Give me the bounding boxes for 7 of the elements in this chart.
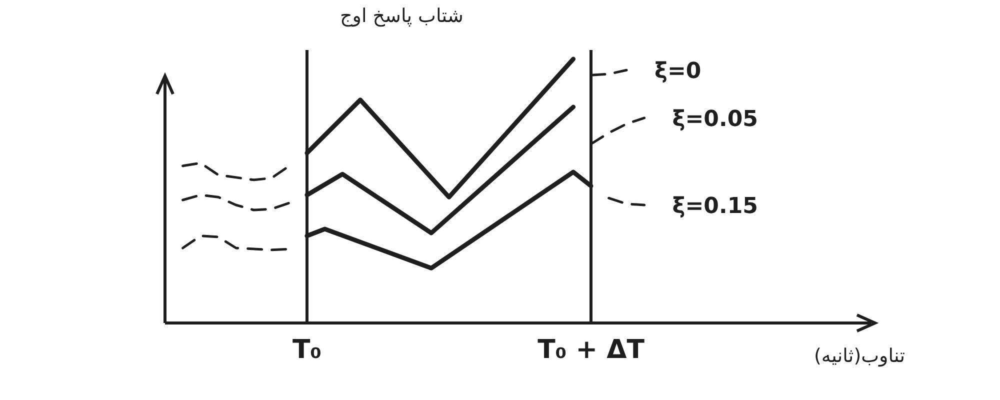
series-label: ξ=0	[654, 59, 702, 84]
x-axis-title: تناوب(ثانیه)	[814, 345, 905, 367]
x-tick-label: T₀	[292, 335, 322, 365]
series-label: ξ=0.05	[672, 106, 758, 132]
x-tick-label: T₀ + ΔT	[538, 335, 645, 365]
y-axis-title: شتاب پاسخ اوج	[340, 5, 464, 27]
series-label: ξ=0.15	[672, 194, 758, 219]
